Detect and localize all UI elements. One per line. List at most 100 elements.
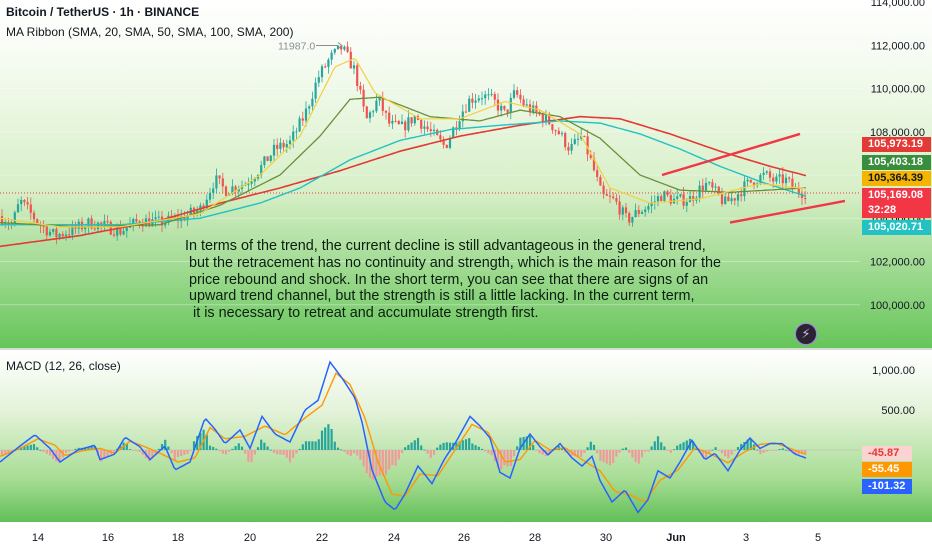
time-axis-tick: 26 [458, 532, 470, 544]
candle-up [580, 135, 583, 139]
histogram-bar-negative [391, 450, 394, 466]
histogram-bar-negative [176, 450, 180, 458]
candle-up [663, 191, 666, 201]
histogram-bar-negative [68, 450, 71, 452]
histogram-bar-positive [324, 427, 327, 450]
histogram-bar-negative [724, 450, 727, 457]
candle-down [68, 234, 71, 236]
ma-ribbon-legend[interactable]: MA Ribbon (SMA, 20, SMA, 50, SMA, 100, S… [6, 25, 294, 39]
histogram-bar-positive [231, 448, 234, 450]
candle-up [253, 178, 256, 182]
candle-up [525, 104, 528, 106]
histogram-bar-negative [186, 450, 189, 454]
histogram-bar-negative [730, 450, 733, 455]
pane-divider[interactable] [0, 348, 932, 350]
candle-up [237, 188, 240, 192]
candle-up [154, 217, 157, 220]
candle-down [522, 99, 525, 106]
candle-down [356, 65, 359, 86]
price-axis-tick: 100,000.00 [870, 300, 925, 312]
candle-down [61, 234, 64, 237]
histogram-bar-negative [708, 450, 711, 454]
histogram-bar-positive [333, 441, 336, 450]
histogram-bar-positive [676, 445, 679, 450]
candle-down [506, 109, 509, 113]
histogram-bar-negative [800, 450, 804, 455]
histogram-bar-negative [762, 450, 765, 453]
candle-up [736, 194, 740, 201]
candle-down [692, 196, 695, 201]
histogram-bar-negative [272, 450, 276, 453]
candle-down [439, 135, 442, 140]
candle-down [340, 45, 343, 50]
candle-up [468, 98, 471, 112]
histogram-bar-negative [599, 450, 602, 461]
histogram-bar-negative [349, 450, 352, 456]
histogram-bar-positive [516, 446, 519, 450]
macd-legend[interactable]: MACD (12, 26, close) [6, 359, 121, 373]
high-price-arrowhead [337, 42, 343, 49]
histogram-bar-positive [164, 439, 167, 450]
histogram-bar-positive [685, 440, 688, 450]
histogram-bar-negative [372, 450, 375, 480]
histogram-bar-negative [48, 450, 52, 456]
candle-up [151, 219, 154, 227]
candle-up [621, 207, 624, 215]
candle-up [647, 206, 650, 210]
histogram-bar-positive [39, 449, 42, 451]
candle-down [788, 177, 791, 179]
histogram-bar-negative [426, 450, 429, 454]
histogram-bar-negative [141, 450, 144, 455]
candle-up [407, 117, 410, 131]
candle-down [80, 221, 84, 230]
histogram-bar-negative [564, 450, 567, 453]
candle-down [218, 175, 221, 179]
candle-down [404, 121, 407, 131]
histogram-bar-positive [528, 435, 532, 450]
histogram-bar-negative [253, 450, 256, 455]
symbol-title[interactable]: Bitcoin / TetherUS · 1h · BINANCE [6, 5, 199, 19]
candle-down [442, 139, 445, 145]
histogram-bar-negative [615, 450, 618, 457]
candle-down [381, 97, 384, 111]
candle-down [0, 216, 4, 225]
histogram-bar-positive [423, 449, 426, 451]
macd-value-tag: -45.87 [862, 446, 912, 461]
candle-down [42, 225, 45, 227]
candle-down [282, 142, 285, 148]
time-axis[interactable] [0, 522, 932, 550]
histogram-bar-negative [541, 450, 544, 455]
candle-down [503, 105, 506, 110]
candle-down [45, 226, 48, 236]
histogram-bar-negative [512, 450, 516, 457]
candle-up [544, 114, 548, 123]
candle-down [346, 46, 349, 52]
sma20-line [0, 58, 807, 228]
histogram-bar-negative [0, 450, 4, 456]
histogram-bar-positive [192, 441, 196, 450]
candle-up [103, 221, 106, 224]
candle-down [596, 170, 599, 178]
histogram-bar-positive [90, 446, 93, 450]
price-axis-tick: 108,000.00 [870, 127, 925, 139]
candle-up [87, 218, 90, 227]
histogram-bar-positive [160, 443, 164, 450]
histogram-bar-positive [404, 447, 407, 450]
histogram-bar-negative [343, 450, 346, 452]
candle-up [132, 218, 135, 225]
histogram-bar-positive [711, 449, 714, 451]
histogram-bar-negative [183, 450, 186, 455]
candle-down [583, 135, 586, 137]
histogram-bar-negative [282, 450, 285, 455]
histogram-bar-positive [320, 430, 324, 450]
lightning-icon[interactable]: ⚡ [795, 323, 817, 345]
candle-up [765, 171, 768, 173]
candle-up [164, 222, 167, 226]
price-tag: 105,020.71 [862, 220, 931, 235]
histogram-bar-negative [506, 450, 509, 467]
candle-up [292, 131, 295, 141]
candle-down [592, 157, 596, 171]
price-tag: 105,403.18 [862, 155, 931, 170]
price-tag: 32:28 [862, 203, 931, 218]
